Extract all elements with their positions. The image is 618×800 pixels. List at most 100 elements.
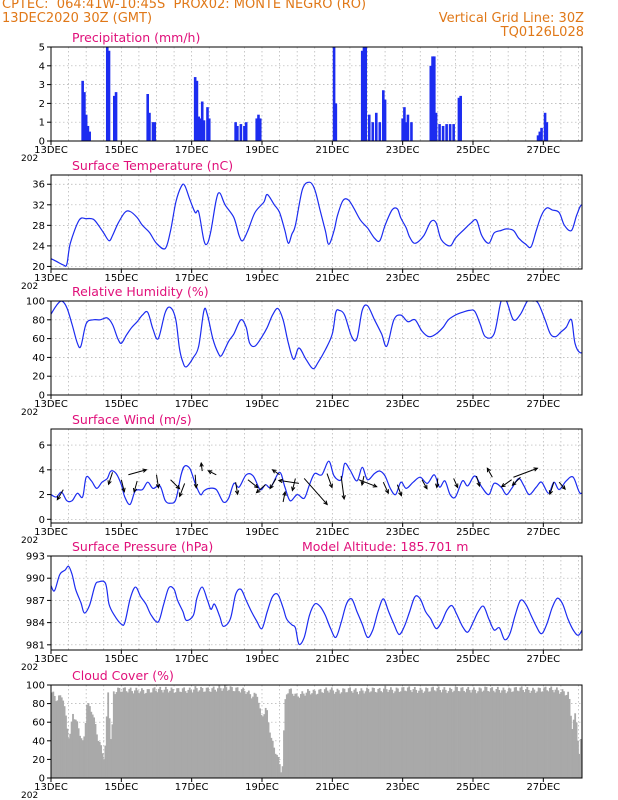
wind-vector-head — [593, 484, 596, 488]
wind-vector-head — [476, 481, 481, 488]
cloud-bar — [149, 692, 152, 778]
precip-bar — [431, 56, 434, 141]
cloud-bar — [495, 689, 498, 778]
cloud-bar — [350, 691, 353, 778]
chart-panel-5: 0 20 40 60 80 100 13DEC 15DEC 17DEC 19DEC 21DEC 23D… — [21, 668, 583, 800]
precip-bar — [234, 122, 237, 141]
cloud-bar — [212, 686, 215, 778]
cloud-bar — [287, 693, 290, 778]
cloud-bar — [249, 694, 252, 778]
cloud-bar — [359, 691, 361, 778]
cloud-bar — [316, 693, 319, 778]
precip-bar — [536, 135, 540, 141]
cloud-bar — [238, 691, 240, 778]
cloud-bar — [60, 697, 63, 778]
wind-vector-shaft — [208, 470, 217, 476]
precip-bar — [202, 120, 206, 141]
cloud-bar — [553, 692, 555, 778]
cloud-bar — [104, 745, 107, 778]
cloud-bar — [174, 692, 177, 778]
x-tick-label: 17DEC — [175, 145, 209, 156]
precip-bar — [445, 124, 448, 141]
x-tick-label: 25DEC — [456, 145, 490, 156]
precip-bar — [86, 125, 90, 141]
cloud-bar — [422, 692, 425, 778]
cloud-bar — [166, 689, 169, 778]
precip-bar — [243, 125, 246, 141]
chart-title: Surface Temperature (nC) — [72, 158, 233, 173]
cloud-bar — [394, 691, 397, 778]
plot-area — [51, 301, 582, 370]
header-model-id: TQ0126L028 — [500, 25, 584, 40]
cloud-bar — [404, 690, 406, 778]
cloud-bar — [539, 688, 541, 778]
precip-bar — [452, 124, 455, 141]
cloud-bar — [482, 690, 485, 778]
cloud-bar — [388, 689, 391, 778]
year-label: 202 — [21, 282, 38, 292]
wind-vector-shaft — [421, 479, 428, 489]
cloud-bar — [100, 745, 103, 778]
cloud-bar — [163, 689, 166, 778]
cloud-bar — [381, 692, 384, 778]
wind-vector-shaft — [282, 491, 286, 503]
cloud-bar — [505, 693, 508, 778]
cloud-bar — [352, 692, 354, 778]
precip-bar — [404, 122, 408, 141]
y-tick-label: 20 — [32, 372, 45, 383]
wind-vector-head — [548, 490, 554, 496]
cloud-bar — [222, 688, 225, 778]
series-line — [51, 181, 582, 267]
cloud-bar — [79, 735, 81, 778]
x-tick-label: 23DEC — [386, 145, 420, 156]
y-tick-label: 36 — [32, 180, 45, 191]
cloud-bar — [280, 772, 283, 778]
wind-vector — [178, 483, 186, 498]
y-tick-label: 987 — [26, 596, 45, 607]
precip-bar — [334, 103, 338, 141]
cloud-bar — [225, 687, 228, 778]
cloud-bar — [502, 687, 505, 778]
wind-vector — [255, 484, 266, 494]
cloud-bar — [326, 690, 329, 778]
cloud-bar — [418, 690, 420, 778]
cloud-bar — [329, 689, 332, 778]
wind-vector-shaft — [256, 484, 266, 494]
cloud-bar — [291, 693, 294, 778]
series-line — [51, 565, 582, 646]
cloud-bar — [406, 687, 409, 778]
cloud-bar — [204, 691, 207, 778]
x-tick-label: 13DEC — [34, 399, 68, 410]
plot-area — [51, 565, 582, 646]
x-tick-label: 27DEC — [526, 782, 560, 793]
cloud-bar — [273, 747, 276, 778]
cloud-bar — [179, 691, 181, 778]
cloud-bar — [216, 688, 219, 778]
wind-vector — [581, 482, 582, 491]
y-tick-label: 993 — [26, 552, 45, 563]
cloud-bar — [170, 687, 173, 778]
cloud-bar — [294, 693, 297, 778]
cloud-bar — [211, 688, 214, 778]
cloud-bar — [80, 738, 83, 778]
y-tick-label: 100 — [26, 297, 45, 308]
cloud-bar — [432, 686, 435, 778]
wind-vector-shaft — [56, 489, 64, 500]
precip-bar — [207, 118, 211, 141]
cloud-bar — [292, 695, 295, 778]
year-label: 202 — [21, 663, 38, 673]
header-location: CPTEC: 064:41W-10:45S PROX02: MONTE NEGR… — [2, 0, 367, 12]
cloud-bar — [261, 716, 264, 778]
cloud-bar — [385, 689, 388, 778]
cloud-bar — [288, 689, 291, 778]
chart-panel-4: 981 984 987 990 993 13DEC 15DEC 17DEC 19DEC 21DEC… — [21, 539, 583, 673]
cloud-bar — [488, 691, 491, 778]
cloud-bar — [305, 692, 308, 778]
wind-vector-head — [561, 485, 566, 491]
cloud-bar — [112, 691, 115, 778]
cloud-bar — [84, 722, 87, 778]
cloud-bar — [129, 687, 132, 778]
cloud-bar — [187, 689, 190, 778]
precip-bar — [244, 122, 248, 141]
cloud-bar — [437, 686, 440, 778]
